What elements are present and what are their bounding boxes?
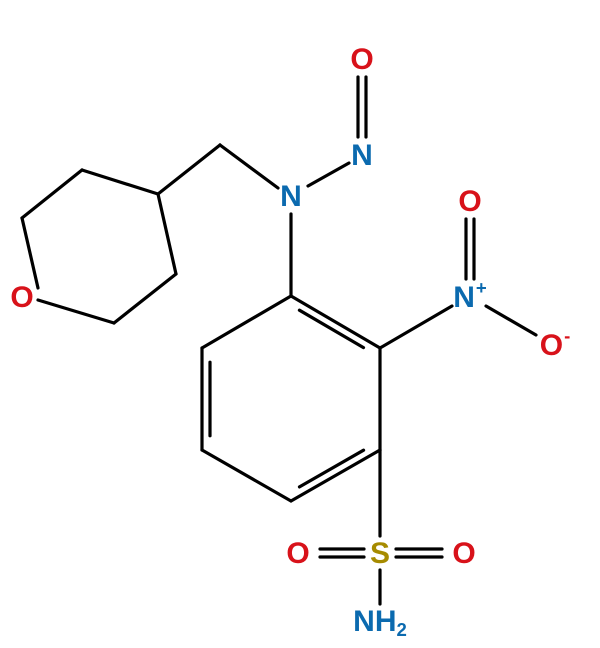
bond xyxy=(486,306,536,335)
atom-N_nitroso: N xyxy=(351,139,373,172)
bond xyxy=(299,310,363,347)
atom-NH2: NH2 xyxy=(353,605,407,640)
atom-O_s_right: O xyxy=(452,537,475,570)
bond xyxy=(22,170,82,218)
bond xyxy=(299,450,363,487)
bond xyxy=(291,296,380,348)
bond xyxy=(380,306,452,348)
bond xyxy=(291,450,380,501)
atom-O_thp: O xyxy=(10,281,33,314)
bond xyxy=(202,450,291,501)
bond xyxy=(38,300,114,323)
bond xyxy=(82,170,158,194)
atom-S: S xyxy=(370,537,390,570)
bond xyxy=(202,296,291,348)
atom-N_nitro: N+ xyxy=(453,277,487,314)
atom-O_nitro_dbl: O xyxy=(458,185,481,218)
atom-N_amine: N xyxy=(280,180,302,213)
bond xyxy=(158,145,220,194)
bond xyxy=(220,145,278,188)
bond xyxy=(158,194,176,274)
atom-O_nitroso: O xyxy=(350,43,373,76)
bond xyxy=(22,218,38,288)
bond xyxy=(114,274,176,323)
atom-O_nitro_neg: O- xyxy=(540,325,571,362)
atom-O_s_left: O xyxy=(286,537,309,570)
bond xyxy=(308,163,349,186)
